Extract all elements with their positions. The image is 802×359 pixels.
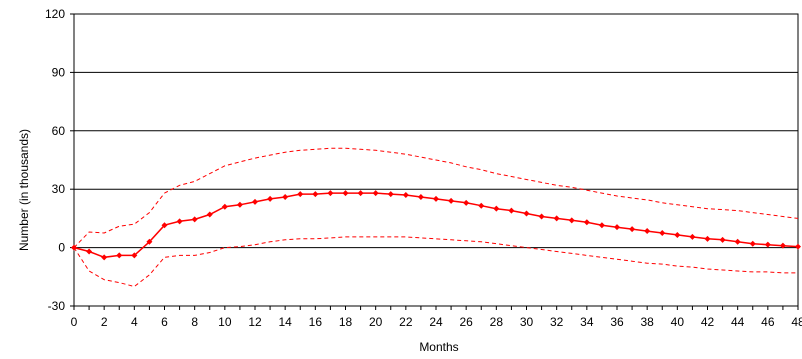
x-tick-label: 42 [701, 315, 715, 329]
x-tick-label: 2 [101, 315, 108, 329]
x-tick-label: 20 [369, 315, 383, 329]
estimate-point [538, 213, 545, 220]
upper-band-line [73, 147, 799, 248]
x-tick-label: 30 [520, 315, 534, 329]
estimate-point [779, 242, 786, 249]
y-tick-label: 120 [45, 7, 65, 21]
estimate-point [659, 230, 666, 236]
estimate-point [327, 190, 334, 197]
estimate-point [312, 191, 319, 198]
x-tick-label: 0 [71, 315, 78, 329]
x-axis: 0 2 4 6 8 10 12 14 16 18 20 22 24 26 28 30 32 34 36 38 40 42 4… [71, 306, 802, 329]
estimate-point [161, 222, 168, 229]
x-tick-label: 12 [248, 315, 262, 329]
x-tick-label: 18 [339, 315, 353, 329]
estimate-point [101, 254, 108, 261]
estimate-point [176, 218, 183, 225]
estimate-point [236, 201, 243, 208]
x-tick-label: 36 [610, 315, 624, 329]
estimate-point [402, 192, 409, 199]
estimate-point [282, 193, 289, 200]
estimate-point [206, 211, 213, 218]
x-tick-label: 24 [429, 315, 443, 329]
estimate-point [463, 199, 470, 206]
estimate-point [508, 207, 515, 214]
x-axis-label: Months [419, 340, 458, 354]
x-tick-label: 6 [161, 315, 168, 329]
estimate-point [583, 219, 590, 226]
x-tick-label: 32 [550, 315, 564, 329]
estimate-point [644, 228, 651, 235]
x-tick-label: 8 [191, 315, 198, 329]
estimate-point [689, 233, 696, 240]
estimate-point [795, 243, 801, 250]
y-axis-label: Number (in thousands) [17, 129, 31, 251]
x-tick-label: 14 [278, 315, 292, 329]
estimate-point [191, 216, 198, 223]
x-tick-label: 10 [218, 315, 232, 329]
x-tick-label: 28 [490, 315, 504, 329]
estimate-point [417, 193, 424, 200]
estimate-point [598, 222, 605, 229]
estimate-point [146, 238, 153, 245]
x-tick-label: 22 [399, 315, 413, 329]
estimate-point [342, 190, 349, 197]
y-axis: -30 0 30 60 90 120 [45, 7, 74, 313]
estimate-point [478, 202, 485, 209]
x-tick-label: 26 [459, 315, 473, 329]
estimate-point [86, 248, 93, 255]
x-tick-label: 46 [761, 315, 775, 329]
estimate-point [221, 203, 228, 210]
estimate-point [372, 190, 379, 197]
x-tick-label: 34 [580, 315, 594, 329]
y-tick-label: 60 [52, 124, 66, 138]
y-tick-label: 30 [52, 182, 66, 196]
series-group [71, 147, 801, 288]
y-tick-label: 90 [52, 65, 66, 79]
estimate-point [553, 215, 560, 222]
estimate-point [357, 190, 364, 197]
estimate-point [523, 210, 530, 217]
x-tick-label: 38 [640, 315, 654, 329]
lower-band-line [73, 236, 798, 288]
estimate-point [116, 252, 123, 259]
estimate-point [749, 240, 756, 247]
estimate-point [629, 226, 636, 233]
estimate-point [297, 191, 304, 198]
x-tick-label: 40 [671, 315, 685, 329]
x-tick-label: 48 [791, 315, 802, 329]
estimate-point [267, 195, 274, 202]
x-tick-label: 44 [731, 315, 745, 329]
estimate-point [448, 197, 455, 204]
estimate-point [131, 252, 138, 259]
estimate-point [764, 241, 771, 248]
estimate-point [568, 217, 575, 224]
estimate-point [719, 236, 726, 243]
estimate-point [704, 235, 711, 242]
estimate-point [734, 238, 741, 245]
estimate-point [674, 231, 681, 238]
estimate-point [252, 198, 258, 205]
y-tick-label: -30 [48, 299, 66, 313]
estimate-point [387, 191, 394, 198]
y-tick-label: 0 [58, 241, 65, 255]
estimate-point [433, 195, 439, 202]
x-tick-label: 16 [309, 315, 323, 329]
estimate-point [493, 205, 500, 212]
x-tick-label: 4 [131, 315, 138, 329]
estimate-point [614, 224, 620, 231]
